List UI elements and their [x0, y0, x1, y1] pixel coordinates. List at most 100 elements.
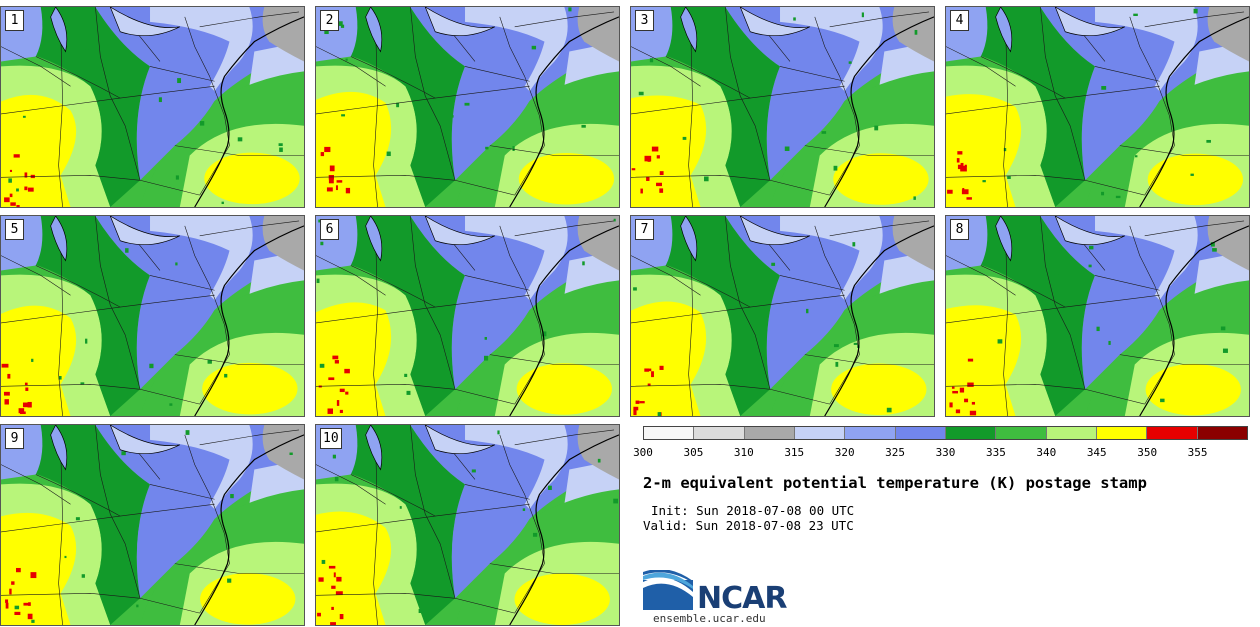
field-lightblue-coast: [780, 216, 883, 301]
theta-e-map: [1, 425, 304, 625]
field-red-speckle: [651, 146, 659, 152]
field-green-speckle: [22, 115, 26, 118]
field-green-speckle: [471, 469, 476, 473]
state-boundary: [350, 265, 436, 308]
field-red-speckle: [957, 151, 963, 155]
state-boundary: [174, 354, 304, 365]
field-red-speckle: [13, 154, 20, 158]
field-yellow-southeast: [518, 152, 615, 205]
field-red-speckle: [336, 576, 342, 582]
state-boundary: [1, 384, 200, 405]
colorbar-segment: [1046, 427, 1097, 439]
state-boundary: [316, 593, 515, 614]
field-green-speckle: [175, 262, 178, 266]
field-red-speckle: [659, 171, 664, 176]
theta-e-map: [316, 7, 619, 207]
field-green-speckle: [221, 201, 224, 205]
colorbar-tick-label: 350: [1137, 446, 1158, 459]
colorbar-segment: [794, 427, 846, 439]
field-green-speckle: [982, 180, 986, 183]
field-green-speckle: [1007, 176, 1011, 179]
state-boundary: [464, 66, 530, 82]
field-green-speckle: [338, 21, 343, 26]
field-green-speckle: [418, 608, 423, 614]
member-number-label: 5: [5, 219, 24, 240]
state-boundary: [373, 26, 378, 207]
member-number-label: 6: [320, 219, 339, 240]
field-green-speckle: [55, 477, 58, 480]
field-red-speckle: [947, 189, 953, 194]
field-red-speckle: [18, 408, 25, 414]
field-red-speckle: [24, 186, 28, 191]
field-red-speckle: [956, 158, 960, 163]
field-red-speckle: [967, 382, 974, 387]
member-panel-3: 3: [630, 6, 935, 208]
ncar-logo-icon: [643, 570, 693, 610]
field-green-speckle: [1134, 155, 1138, 158]
state-boundary: [779, 66, 845, 82]
coastline: [194, 434, 304, 625]
state-boundary: [980, 56, 1066, 99]
state-boundary: [489, 563, 619, 574]
state-boundary: [410, 425, 456, 599]
field-red-speckle: [318, 577, 324, 582]
field-red-speckle: [960, 162, 964, 167]
state-boundary: [1094, 66, 1160, 82]
field-green-speckle: [914, 29, 918, 35]
state-boundary: [35, 265, 121, 308]
field-green-speckle: [547, 485, 552, 490]
colorbar-segment: [945, 427, 997, 439]
field-green-speckle: [1054, 271, 1059, 275]
field-green-speckle: [85, 49, 89, 54]
member-panel-5: 5: [0, 215, 305, 417]
state-boundary: [631, 46, 701, 87]
field-red-speckle: [964, 164, 967, 167]
field-green-speckle: [1220, 326, 1226, 331]
field-green-speckle: [852, 242, 856, 247]
theta-e-map: [631, 7, 934, 207]
colorbar-ticks: 300 305 310 315 320 325 330 335 340 345 350 355: [633, 446, 1248, 460]
field-red-speckle: [331, 606, 334, 610]
state-boundary: [1, 294, 215, 324]
field-green-speckle: [679, 28, 684, 32]
state-boundary: [316, 384, 515, 405]
state-boundary: [58, 235, 63, 416]
field-green-speckle: [185, 430, 190, 435]
state-boundary: [199, 429, 300, 446]
field-green-speckle: [14, 605, 20, 610]
lake-michigan: [365, 216, 383, 262]
field-red-speckle: [640, 188, 643, 194]
field-red-speckle: [27, 401, 32, 408]
field-lightblue-coast: [465, 425, 568, 510]
figure-title: 2-m equivalent potential temperature (K)…: [643, 474, 1147, 492]
field-yellow-west: [631, 301, 707, 416]
field-red-speckle: [656, 182, 662, 187]
field-green-speckle: [149, 363, 154, 369]
member-number-label: 2: [320, 10, 339, 31]
member-panel-4: 4: [945, 6, 1250, 208]
field-green-speckle: [542, 331, 547, 337]
state-boundary: [489, 145, 619, 156]
field-red-speckle: [334, 360, 339, 364]
state-boundary: [725, 7, 771, 181]
state-boundary: [95, 216, 141, 390]
field-red-speckle: [955, 409, 961, 414]
field-green-speckle: [31, 619, 35, 623]
state-boundary: [95, 7, 141, 181]
valid-time: Valid: Sun 2018-07-08 23 UTC: [643, 518, 854, 533]
field-green-speckle: [1222, 348, 1228, 353]
field-green-speckle: [497, 430, 500, 435]
field-green-speckle: [581, 124, 586, 128]
field-yellow-west: [1, 94, 77, 207]
field-yellow-west: [316, 511, 392, 625]
field-red-speckle: [28, 602, 31, 606]
field-darkgreen-band: [650, 7, 781, 207]
field-red-speckle: [328, 179, 334, 184]
field-red-speckle: [326, 187, 333, 192]
field-red-speckle: [7, 373, 11, 379]
field-yellow-southeast: [200, 573, 296, 625]
theta-e-map: [1, 216, 304, 416]
field-yellow-west: [316, 91, 392, 207]
field-red-speckle: [1, 363, 9, 368]
field-lightblue-coast: [780, 7, 883, 92]
